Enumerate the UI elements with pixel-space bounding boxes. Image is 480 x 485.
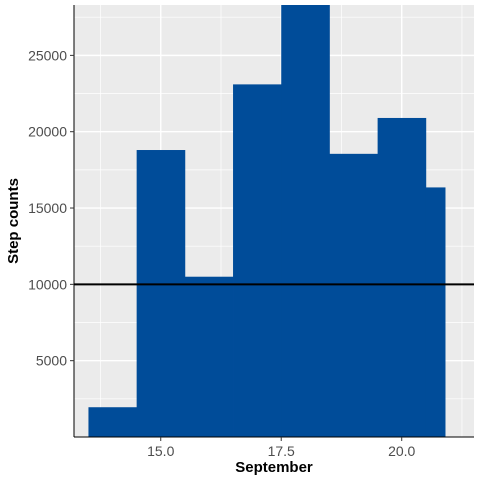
x-tick-label: 17.5 <box>268 443 295 459</box>
y-tick-label: 5000 <box>36 353 67 369</box>
y-tick-label: 20000 <box>28 124 67 140</box>
bar-7 <box>377 117 427 438</box>
y-tick-label: 10000 <box>28 276 67 292</box>
bar-2 <box>136 150 186 437</box>
bar-4 <box>233 84 282 438</box>
x-tick-label: 15.0 <box>147 443 174 459</box>
bar-5 <box>281 5 330 437</box>
y-axis-title: Step counts <box>5 178 22 264</box>
axes-group <box>73 5 474 438</box>
ticks-group: 15.0 17.5 20.0 5000 10000 15000 20000 25000 <box>28 47 415 459</box>
y-tick-label: 25000 <box>28 47 67 63</box>
bars-group <box>88 5 446 438</box>
x-axis-title: September <box>235 459 313 476</box>
x-tick-label: 20.0 <box>388 443 415 459</box>
y-tick-label: 15000 <box>28 200 67 216</box>
bar-6 <box>329 153 379 437</box>
bar-3 <box>184 276 234 437</box>
bar-8 <box>425 187 446 437</box>
bar-1 <box>88 407 138 437</box>
